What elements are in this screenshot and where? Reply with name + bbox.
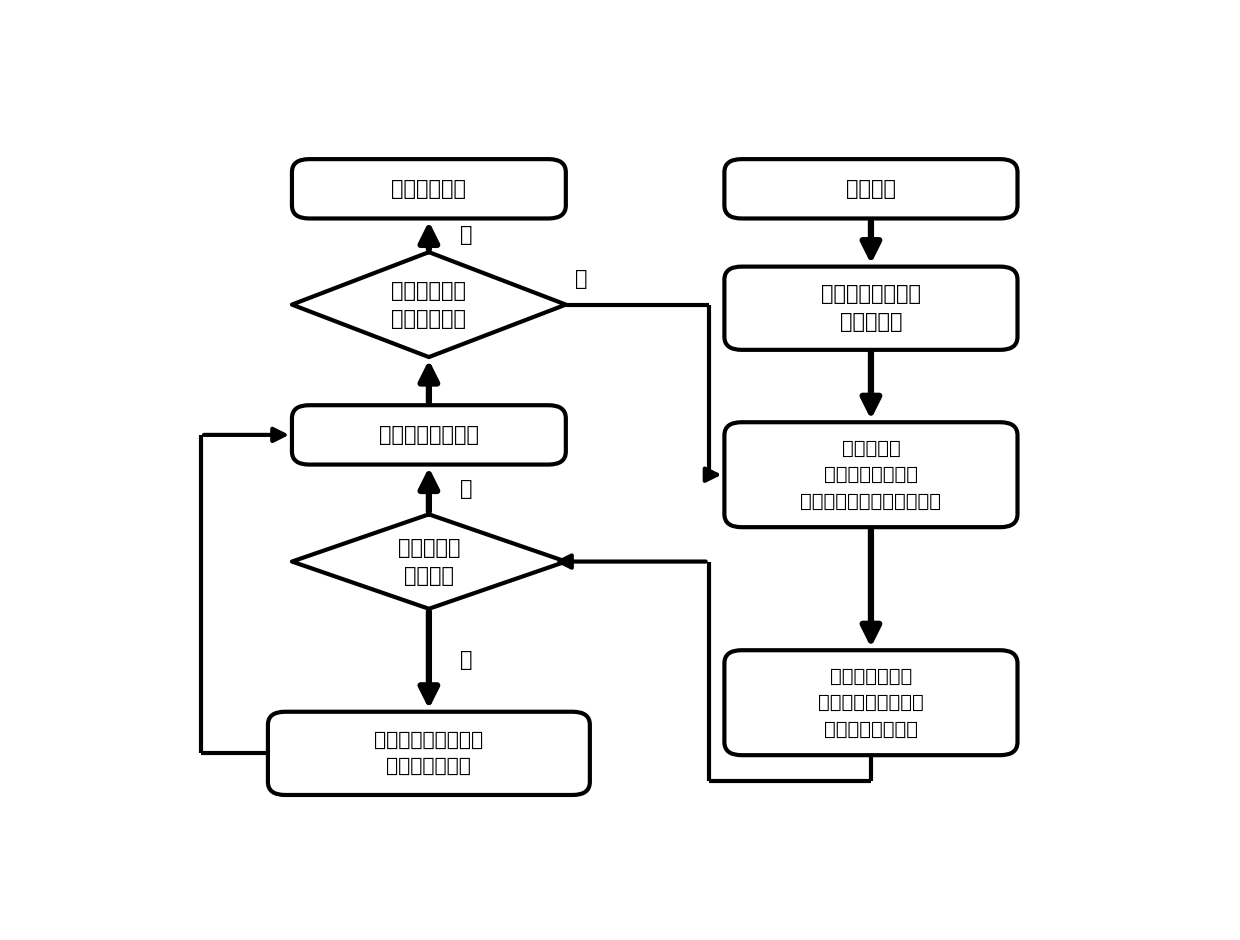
Text: 达到最大迭代
次数或收敛？: 达到最大迭代 次数或收敛？ — [392, 281, 466, 329]
Text: 初始化粒子群速度
和位置信息: 初始化粒子群速度 和位置信息 — [821, 284, 921, 332]
Text: 是: 是 — [460, 226, 472, 245]
Text: 否: 否 — [575, 269, 588, 289]
FancyBboxPatch shape — [724, 267, 1018, 350]
Text: 参数定义: 参数定义 — [846, 179, 897, 198]
Text: 执行基于共享机制的
小生境维护策略: 执行基于共享机制的 小生境维护策略 — [374, 730, 484, 776]
FancyBboxPatch shape — [268, 712, 590, 795]
Text: 产生新种群
调整个体最优位置
更新粒子群速度和位置信息: 产生新种群 调整个体最优位置 更新粒子群速度和位置信息 — [801, 439, 941, 510]
Polygon shape — [291, 514, 565, 609]
Text: 外部储存集
合装满？: 外部储存集 合装满？ — [398, 538, 460, 586]
Polygon shape — [291, 252, 565, 357]
Text: 是: 是 — [460, 650, 472, 670]
FancyBboxPatch shape — [724, 650, 1018, 755]
FancyBboxPatch shape — [724, 159, 1018, 218]
Text: 计算目标函数值
擂台赛法选择非劣解
更新外部储存集合: 计算目标函数值 擂台赛法选择非劣解 更新外部储存集合 — [818, 666, 924, 739]
Text: 调整全局最优位置: 调整全局最优位置 — [379, 425, 479, 445]
Text: 输出优化结果: 输出优化结果 — [392, 179, 466, 198]
FancyBboxPatch shape — [724, 422, 1018, 527]
FancyBboxPatch shape — [291, 159, 565, 218]
Text: 否: 否 — [460, 479, 472, 499]
FancyBboxPatch shape — [291, 405, 565, 464]
